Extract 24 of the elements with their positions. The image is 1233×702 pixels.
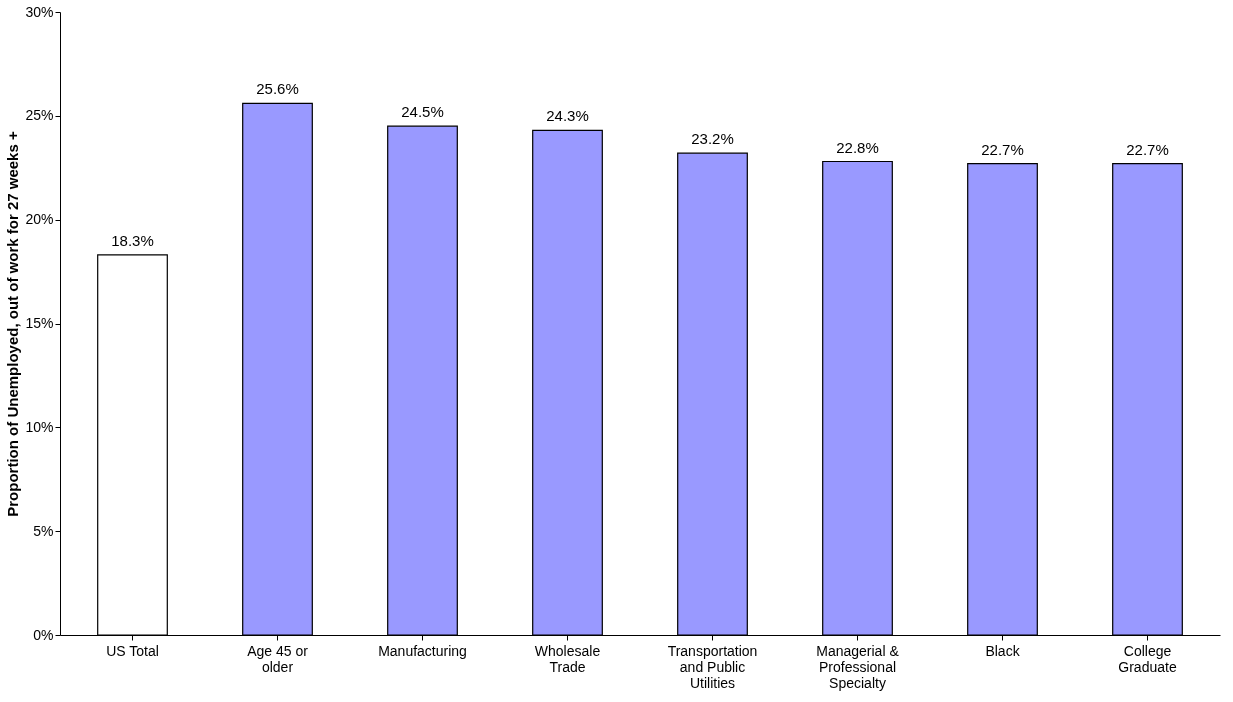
x-tick-label: Age 45 or older [247,642,309,675]
y-tick-label: 25% [25,107,54,124]
x-tick-label: Wholesale Trade [534,642,601,675]
y-axis-title: Proportion of Unemployed, out of work for 27 weeks + [4,131,22,517]
data-label: 23.2% [691,130,734,148]
x-tick-label: Black [985,642,1021,659]
data-label: 22.7% [1126,140,1169,158]
x-tick-label: Transportation and Public Utilities [667,642,758,691]
y-tick-label: 15% [25,315,54,331]
data-label: 24.5% [401,103,444,121]
data-label: 18.3% [111,231,154,249]
x-tick-label: Managerial & Professional Specialty [816,642,900,691]
data-label: 22.8% [836,138,879,156]
x-tick-label: US Total [106,642,159,659]
data-label: 22.7% [981,140,1024,158]
x-tick-label: Manufacturing [378,642,467,659]
y-tick-label: 20% [25,211,54,228]
data-label: 25.6% [256,80,299,98]
y-tick-label: 30% [25,3,54,20]
data-label: 24.3% [546,107,589,125]
y-tick-label: 5% [33,522,54,539]
y-tick-label: 0% [33,626,54,643]
x-tick-label: College Graduate [1118,642,1177,675]
y-tick-label: 10% [25,418,54,435]
